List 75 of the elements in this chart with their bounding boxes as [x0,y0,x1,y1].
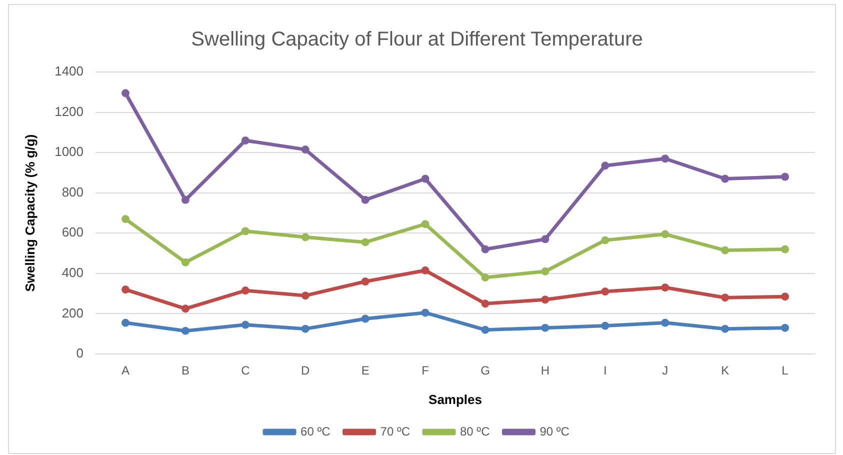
legend-label: 60 ºC [300,424,331,438]
point [241,227,250,236]
y-tick-label: 1000 [54,144,84,160]
x-tick-label: D [301,364,310,378]
point [421,174,430,183]
point [541,296,550,304]
y-tick-label: 600 [62,224,84,240]
point [421,266,430,274]
point [661,284,670,292]
point [721,246,730,254]
point [601,236,610,244]
y-axis-title: Swelling Capacity (% g/g) [22,134,38,292]
point [661,154,670,163]
point [541,267,550,276]
point [301,324,310,333]
point [241,286,250,295]
chart-title: Swelling Capacity of Flour at Different Temperature [191,28,643,51]
point [122,89,130,98]
x-tick-label: G [480,364,490,378]
point [541,324,550,332]
legend-label: 70 ºC [380,424,410,438]
point [421,308,430,317]
point [361,196,370,204]
point [721,174,730,183]
y-tick-label: 400 [62,265,84,280]
point [661,318,670,327]
point [301,292,310,300]
x-tick-label: H [540,364,550,378]
point [781,245,790,254]
x-tick-label: F [422,364,429,378]
x-tick-label: K [721,364,730,378]
point [301,146,310,154]
point [361,277,370,286]
point [481,245,490,254]
point [481,326,490,334]
point [181,258,190,266]
point [241,320,250,329]
point [721,324,730,333]
point [541,235,550,244]
x-tick-label: E [361,364,370,378]
legend-label: 90 ºC [540,424,570,438]
point [781,172,790,181]
point [421,220,430,228]
point [481,273,490,282]
point [781,292,790,301]
point [781,324,790,332]
point [361,238,370,246]
y-tick-label: 0 [76,346,84,361]
point [122,318,130,327]
point [122,215,130,224]
x-axis-title: Samples [428,392,482,407]
y-tick-label: 1400 [54,64,84,79]
x-tick-label: C [241,364,250,378]
legend-label: 80 ºC [460,424,490,438]
point [122,286,130,294]
point [361,314,370,323]
y-tick-label: 800 [62,184,84,200]
x-tick-label: J [662,364,668,378]
point [301,233,310,242]
y-tick-label: 1200 [54,104,84,119]
x-tick-label: A [121,364,130,378]
point [601,288,610,296]
y-tick-label: 200 [62,305,84,320]
point [481,300,490,308]
point [721,294,730,302]
point [181,196,190,204]
point [661,230,670,238]
x-tick-label: B [181,364,190,378]
x-tick-label: L [782,364,789,378]
point [181,326,190,335]
point [241,136,250,144]
point [601,322,610,330]
point [601,162,610,170]
x-tick-label: I [603,364,607,378]
point [181,304,190,313]
